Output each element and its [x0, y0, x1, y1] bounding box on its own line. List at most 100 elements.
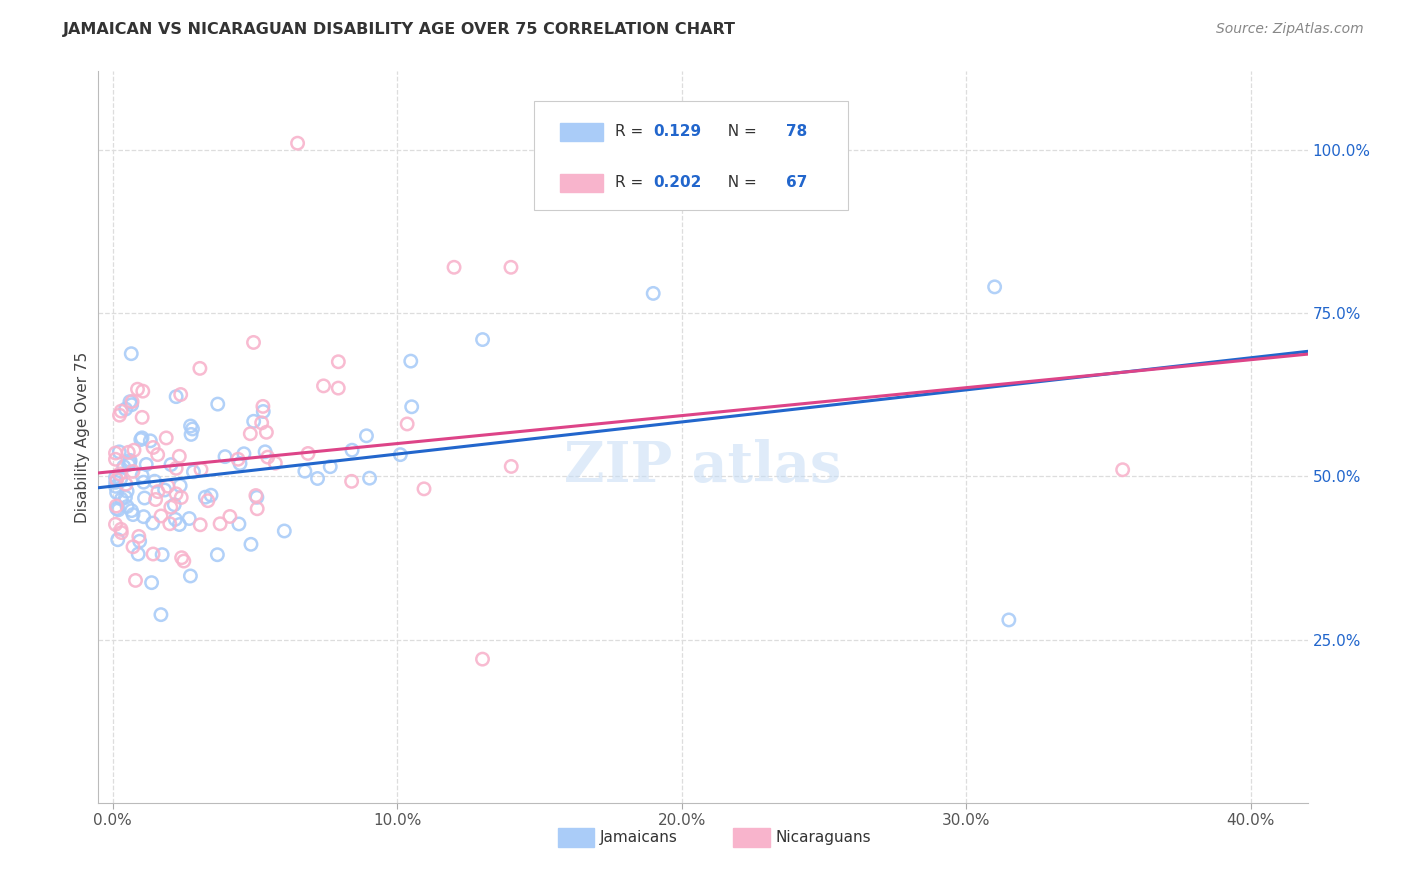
Point	[226, 452, 249, 467]
Point	[108, 445, 131, 459]
Point	[471, 652, 494, 666]
Point	[146, 484, 169, 499]
Point	[110, 472, 132, 486]
Point	[118, 394, 141, 409]
Point	[165, 461, 187, 475]
Point	[128, 534, 150, 549]
Point	[159, 516, 181, 531]
Point	[256, 450, 278, 464]
Point	[118, 456, 141, 470]
Point	[120, 453, 142, 467]
Point	[239, 537, 262, 551]
Point	[169, 479, 191, 493]
Point	[104, 470, 127, 484]
Point	[104, 452, 127, 467]
Point	[170, 387, 193, 401]
Point	[501, 459, 523, 474]
Point	[218, 509, 240, 524]
Point	[110, 492, 132, 507]
Point	[105, 485, 128, 500]
Point	[399, 354, 422, 368]
Point	[107, 533, 129, 547]
Point	[127, 382, 149, 396]
Point	[179, 569, 201, 583]
Point	[155, 431, 177, 445]
Point	[117, 458, 139, 472]
Point	[110, 525, 132, 540]
Point	[165, 512, 187, 526]
Point	[297, 446, 319, 460]
Point	[214, 450, 236, 464]
Point	[181, 422, 204, 436]
Point	[153, 483, 176, 497]
Point	[169, 517, 191, 532]
Point	[396, 417, 419, 431]
Point	[328, 381, 350, 395]
Point	[120, 347, 142, 361]
Text: ZIP atlas: ZIP atlas	[564, 439, 842, 494]
Text: N =: N =	[717, 124, 761, 139]
Point	[188, 517, 211, 532]
Point	[246, 491, 269, 505]
Point	[319, 459, 342, 474]
Point	[142, 441, 165, 455]
Point	[983, 280, 1005, 294]
Point	[132, 475, 155, 490]
Point	[104, 517, 127, 532]
Point	[114, 402, 136, 417]
Point	[131, 410, 153, 425]
Point	[194, 490, 217, 504]
Point	[131, 431, 153, 445]
Point	[242, 335, 264, 350]
Point	[104, 479, 127, 493]
Point	[142, 516, 165, 530]
Point	[180, 427, 202, 442]
Point	[149, 607, 172, 622]
Point	[264, 456, 287, 470]
Text: Source: ZipAtlas.com: Source: ZipAtlas.com	[1216, 22, 1364, 37]
FancyBboxPatch shape	[734, 829, 769, 847]
Point	[122, 465, 145, 479]
Point	[207, 548, 229, 562]
Point	[188, 361, 211, 376]
Point	[150, 548, 173, 562]
FancyBboxPatch shape	[561, 122, 603, 141]
Point	[112, 459, 135, 474]
Point	[180, 419, 202, 434]
Point	[340, 475, 363, 489]
Point	[209, 516, 232, 531]
Point	[117, 445, 139, 459]
Point	[183, 465, 205, 479]
Point	[135, 458, 157, 472]
Point	[134, 491, 156, 505]
Point	[389, 448, 412, 462]
Text: Jamaicans: Jamaicans	[600, 830, 678, 845]
Point	[105, 501, 128, 516]
Point	[129, 433, 152, 447]
Point	[254, 445, 277, 459]
Point	[246, 501, 269, 516]
Point	[128, 529, 150, 543]
Point	[108, 467, 131, 481]
Point	[245, 489, 267, 503]
Point	[1111, 463, 1133, 477]
Point	[141, 575, 163, 590]
Text: N =: N =	[717, 176, 761, 190]
Point	[471, 333, 494, 347]
Point	[273, 524, 295, 538]
Point	[132, 509, 155, 524]
Point	[228, 516, 250, 531]
Point	[121, 503, 143, 517]
Point	[139, 434, 162, 448]
Point	[122, 540, 145, 554]
Point	[110, 404, 132, 418]
Point	[413, 482, 436, 496]
Point	[122, 508, 145, 522]
Point	[312, 379, 335, 393]
Point	[169, 450, 191, 464]
Point	[173, 554, 195, 568]
Point	[165, 487, 187, 501]
Point	[131, 468, 153, 483]
Point	[252, 404, 274, 418]
Point	[165, 390, 187, 404]
